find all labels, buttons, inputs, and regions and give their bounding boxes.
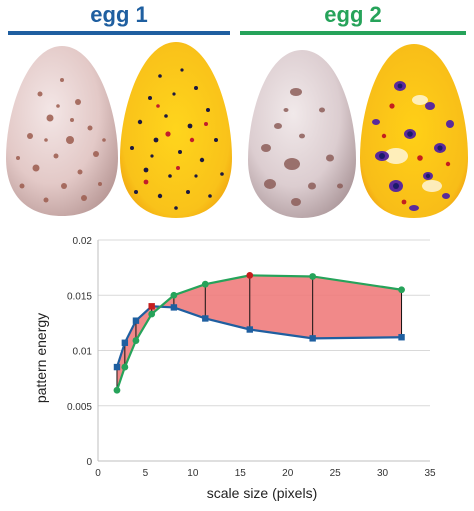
- series-egg2-max-point: [246, 271, 254, 279]
- series-egg1-point: [202, 315, 209, 322]
- grid-lines: [98, 239, 430, 462]
- difference-area: [116, 275, 402, 391]
- egg-images: [6, 42, 468, 218]
- series-egg1-point: [132, 317, 140, 324]
- x-tick-label: 30: [377, 468, 389, 479]
- series-egg2-point: [398, 286, 405, 294]
- series-egg2-point: [132, 337, 140, 344]
- y-tick-label: 0.01: [73, 347, 93, 358]
- series-layer: [113, 271, 405, 394]
- pattern-energy-chart: 0 0.005 0.01 0.015 0.02 0 5 10 15 20 25 30 35 scale …: [33, 236, 436, 501]
- series-egg2-point: [148, 310, 156, 318]
- series-egg1-point: [121, 339, 129, 346]
- egg2-label: egg 2: [324, 2, 382, 27]
- series-egg2-point: [113, 386, 121, 394]
- egg1-label: egg 1: [90, 2, 148, 27]
- series-egg2-point: [121, 363, 129, 371]
- x-tick-label: 25: [330, 468, 342, 479]
- x-tick-label: 15: [235, 468, 247, 479]
- x-axis-label: scale size (pixels): [207, 485, 317, 501]
- y-tick-label: 0.005: [67, 402, 92, 413]
- series-egg1-point: [113, 363, 121, 371]
- y-axis-label: pattern energy: [33, 313, 49, 403]
- x-tick-label: 5: [143, 468, 149, 479]
- egg2-photo: [248, 50, 356, 218]
- egg1-heatmap: [120, 42, 232, 218]
- axes-layer: 0 0.005 0.01 0.015 0.02 0 5 10 15 20 25 30 35: [67, 236, 436, 479]
- x-tick-label: 0: [95, 468, 101, 479]
- series-egg2-point: [201, 280, 209, 288]
- egg2-heatmap: [360, 44, 468, 218]
- series-egg1-point: [170, 304, 178, 311]
- series-egg1-max-point: [148, 303, 155, 310]
- y-tick-label: 0: [86, 457, 92, 468]
- x-tick-label: 20: [282, 468, 294, 479]
- egg1-photo: [6, 46, 118, 216]
- series-egg1-point: [309, 335, 316, 342]
- egg2-underline: [240, 31, 466, 35]
- connector-lines-layer: [116, 275, 403, 391]
- y-tick-label: 0.02: [73, 236, 93, 247]
- y-tick-label: 0.015: [67, 291, 92, 302]
- series-egg1-point: [398, 334, 405, 341]
- series-egg2-point: [309, 273, 317, 280]
- x-tick-label: 35: [424, 468, 436, 479]
- series-egg2-point: [170, 291, 178, 299]
- difference-area-layer: [116, 275, 402, 391]
- egg1-underline: [8, 31, 230, 35]
- series-egg1-point: [246, 326, 253, 333]
- x-tick-label: 10: [187, 468, 199, 479]
